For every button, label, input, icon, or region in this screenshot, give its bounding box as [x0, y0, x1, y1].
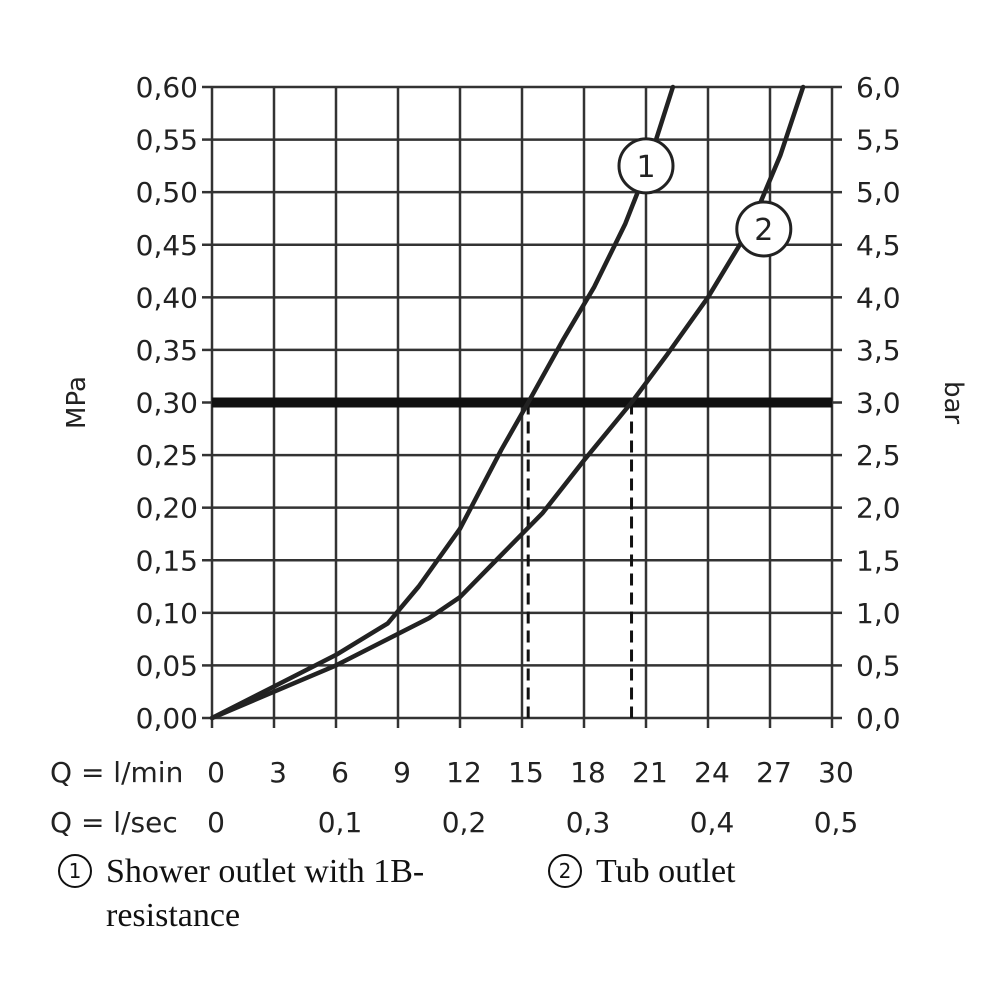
- legend-text-2: Tub outlet: [596, 853, 736, 890]
- y-right-tick-label: 5,5: [856, 124, 901, 157]
- legend-marker-1: 1: [58, 854, 92, 888]
- y-left-tick-label: 0,15: [136, 544, 198, 577]
- y-left-tick-label: 0,50: [136, 176, 198, 209]
- y-left-tick-label: 0,55: [136, 124, 198, 157]
- x-lmin-tick-label: 12: [446, 756, 482, 789]
- series-marker-circle-1: [617, 137, 675, 195]
- x-lmin-prefix: Q = l/min: [50, 756, 183, 789]
- y-left-tick-label: 0,20: [136, 492, 198, 525]
- x-lmin-tick-label: 24: [694, 756, 730, 789]
- x-lmin-tick-label: 21: [632, 756, 668, 789]
- y-right-axis-title: bar: [938, 381, 968, 424]
- x-lsec-tick-label: 0,1: [318, 806, 363, 839]
- legend-item-1: 1 Shower outlet with 1B- resistance: [58, 850, 424, 938]
- y-right-tick-label: 6,0: [856, 71, 901, 104]
- y-right-tick-label: 0,0: [856, 702, 901, 735]
- y-right-tick-label: 1,0: [856, 597, 901, 630]
- y-left-tick-label: 0,45: [136, 229, 198, 262]
- y-right-tick-label: 4,5: [856, 229, 901, 262]
- x-lmin-tick-label: 3: [269, 756, 287, 789]
- legend-text-1-cont: resistance: [106, 897, 241, 934]
- legend-text-1: Shower outlet with 1B-: [106, 853, 425, 890]
- x-lmin-tick-label: 6: [331, 756, 349, 789]
- y-right-tick-label: 4,0: [856, 281, 901, 314]
- series-marker-label-2: 2: [754, 213, 773, 248]
- x-lsec-tick-label: 0: [207, 806, 225, 839]
- x-lsec-prefix: Q = l/sec: [50, 806, 178, 839]
- y-left-tick-label: 0,60: [136, 71, 198, 104]
- series-line-1: [209, 84, 676, 721]
- y-right-tick-label: 3,5: [856, 334, 901, 367]
- y-left-tick-label: 0,05: [136, 649, 198, 682]
- x-lsec-tick-label: 0,3: [566, 806, 611, 839]
- y-left-tick-label: 0,00: [136, 702, 198, 735]
- y-right-tick-label: 3,0: [856, 387, 901, 420]
- y-left-tick-label: 0,10: [136, 597, 198, 630]
- x-lsec-tick-label: 0,5: [814, 806, 859, 839]
- x-lsec-tick-label: 0,4: [690, 806, 735, 839]
- legend-item-2: 2 Tub outlet: [548, 850, 736, 894]
- x-lmin-tick-label: 9: [393, 756, 411, 789]
- y-left-tick-label: 0,30: [136, 387, 198, 420]
- y-left-axis-title: MPa: [62, 376, 92, 429]
- x-lmin-tick-label: 15: [508, 756, 544, 789]
- y-left-tick-label: 0,40: [136, 281, 198, 314]
- y-right-tick-label: 1,5: [856, 544, 901, 577]
- x-lmin-tick-label: 0: [207, 756, 225, 789]
- series-line-2: [209, 84, 806, 721]
- x-lmin-tick-label: 30: [818, 756, 854, 789]
- y-right-tick-label: 0,5: [856, 649, 901, 682]
- legend-marker-2: 2: [548, 854, 582, 888]
- y-left-tick-label: 0,35: [136, 334, 198, 367]
- y-right-tick-label: 2,5: [856, 439, 901, 472]
- y-right-tick-label: 5,0: [856, 176, 901, 209]
- y-left-tick-label: 0,25: [136, 439, 198, 472]
- x-lmin-tick-label: 18: [570, 756, 606, 789]
- series-marker-label-1: 1: [636, 150, 655, 185]
- series-marker-circle-2: [735, 200, 793, 258]
- x-lmin-tick-label: 27: [756, 756, 792, 789]
- x-lsec-tick-label: 0,2: [442, 806, 487, 839]
- y-right-tick-label: 2,0: [856, 492, 901, 525]
